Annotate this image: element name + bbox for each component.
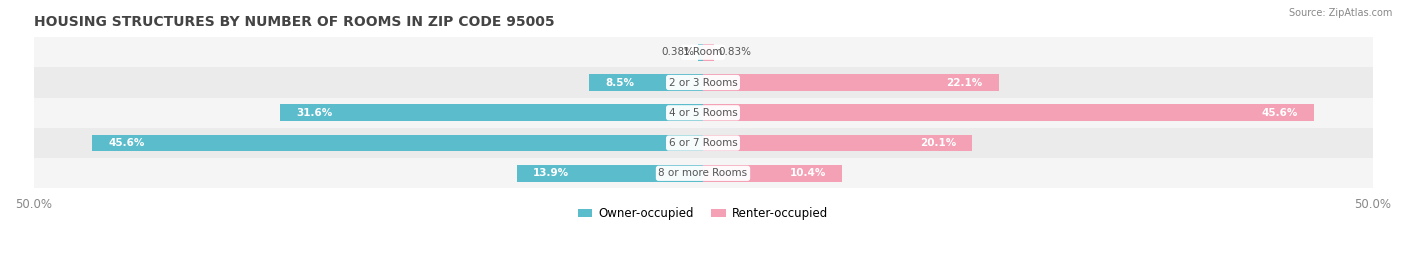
Bar bbox=[703, 135, 972, 151]
Bar bbox=[703, 165, 842, 182]
Text: 8.5%: 8.5% bbox=[605, 77, 634, 87]
Bar bbox=[34, 128, 1372, 158]
Bar bbox=[517, 165, 703, 182]
Bar bbox=[34, 37, 1372, 67]
Bar bbox=[34, 67, 1372, 98]
Bar bbox=[697, 44, 703, 61]
Text: 1 Room: 1 Room bbox=[683, 47, 723, 57]
Text: 20.1%: 20.1% bbox=[920, 138, 956, 148]
Text: 0.83%: 0.83% bbox=[718, 47, 751, 57]
Text: HOUSING STRUCTURES BY NUMBER OF ROOMS IN ZIP CODE 95005: HOUSING STRUCTURES BY NUMBER OF ROOMS IN… bbox=[34, 15, 554, 29]
Text: 31.6%: 31.6% bbox=[295, 108, 332, 118]
Text: Source: ZipAtlas.com: Source: ZipAtlas.com bbox=[1288, 8, 1392, 18]
Text: 2 or 3 Rooms: 2 or 3 Rooms bbox=[669, 77, 737, 87]
Bar bbox=[34, 158, 1372, 189]
Text: 45.6%: 45.6% bbox=[108, 138, 145, 148]
Bar bbox=[280, 104, 703, 121]
Text: 8 or more Rooms: 8 or more Rooms bbox=[658, 168, 748, 178]
Text: 6 or 7 Rooms: 6 or 7 Rooms bbox=[669, 138, 737, 148]
Text: 13.9%: 13.9% bbox=[533, 168, 569, 178]
Bar bbox=[34, 98, 1372, 128]
Bar bbox=[703, 104, 1313, 121]
Bar bbox=[703, 74, 998, 91]
Legend: Owner-occupied, Renter-occupied: Owner-occupied, Renter-occupied bbox=[574, 203, 832, 225]
Text: 10.4%: 10.4% bbox=[790, 168, 827, 178]
Text: 0.38%: 0.38% bbox=[661, 47, 695, 57]
Text: 45.6%: 45.6% bbox=[1261, 108, 1298, 118]
Bar bbox=[93, 135, 703, 151]
Text: 22.1%: 22.1% bbox=[946, 77, 983, 87]
Bar bbox=[703, 44, 714, 61]
Text: 4 or 5 Rooms: 4 or 5 Rooms bbox=[669, 108, 737, 118]
Bar bbox=[589, 74, 703, 91]
